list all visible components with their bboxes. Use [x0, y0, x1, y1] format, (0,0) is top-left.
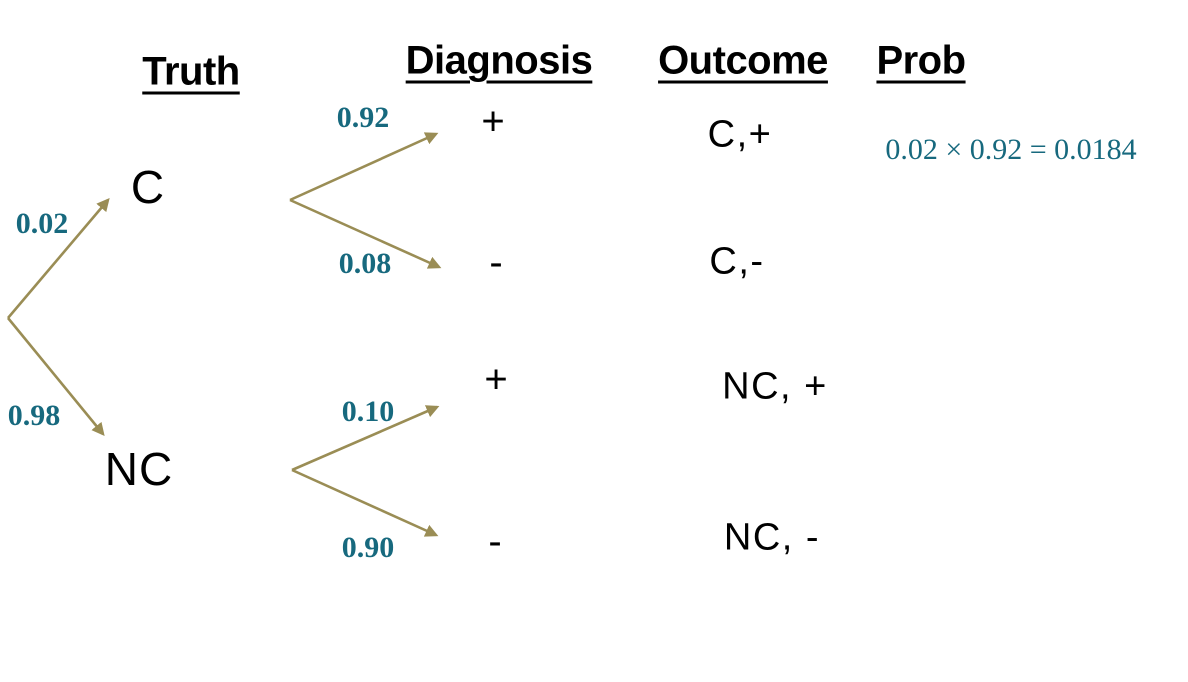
node-cancer: C: [130, 161, 166, 213]
branch-root-to-nc: [6, 317, 105, 437]
diagnosis-nc-positive: +: [484, 357, 508, 402]
prob-nc-negative: 0.90: [341, 531, 395, 564]
node-no-cancer: NC: [104, 443, 174, 495]
prob-root-nc: 0.98: [7, 399, 61, 432]
header-outcome: Outcome: [658, 38, 828, 83]
header-truth: Truth: [142, 49, 240, 94]
prob-calculation-c-positive: 0.02 × 0.92 = 0.0184: [885, 133, 1137, 166]
branch-c-to-negative: [289, 198, 442, 269]
outcome-c-negative: C,-: [709, 240, 765, 283]
prob-c-positive: 0.92: [336, 101, 390, 134]
prob-c-negative: 0.08: [338, 247, 392, 280]
prob-nc-positive: 0.10: [341, 395, 395, 428]
header-prob: Prob: [876, 38, 966, 83]
branch-nc-to-negative: [291, 468, 439, 537]
diagnosis-c-positive: +: [481, 99, 505, 144]
diagnosis-nc-negative: -: [488, 519, 502, 564]
branch-root-to-c: [7, 198, 110, 319]
diagnosis-c-negative: -: [489, 240, 503, 285]
branch-c-to-positive: [289, 132, 439, 202]
outcome-nc-positive: NC, +: [722, 365, 828, 408]
outcome-c-positive: C,+: [707, 113, 773, 156]
branch-nc-to-positive: [291, 405, 440, 472]
header-diagnosis: Diagnosis: [405, 38, 593, 83]
outcome-nc-negative: NC, -: [723, 516, 821, 559]
prob-root-c: 0.02: [15, 207, 69, 240]
